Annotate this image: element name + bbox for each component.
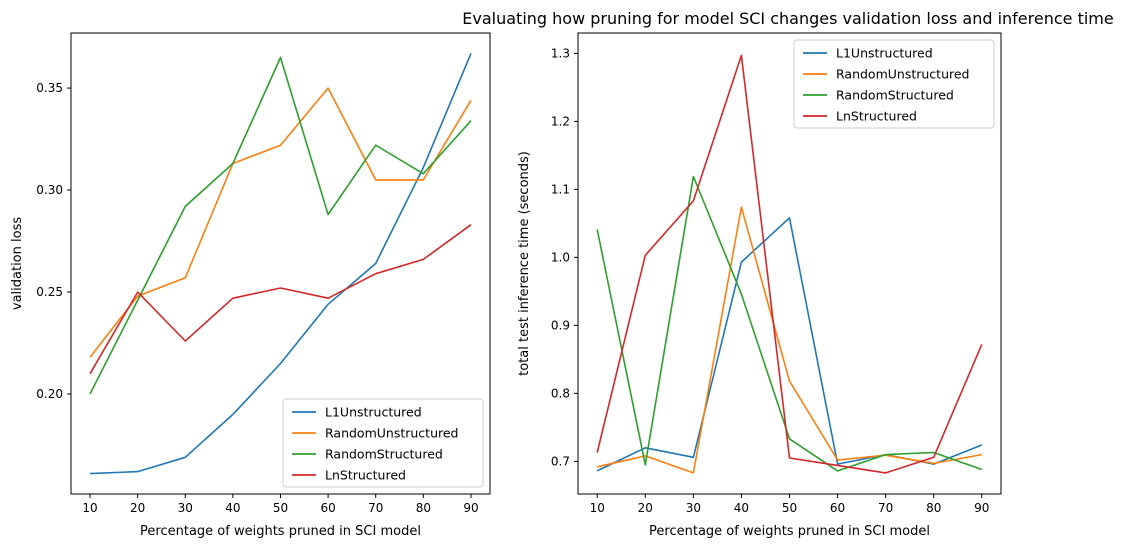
- legend-box: [793, 39, 995, 129]
- x-tick-label: 10: [590, 501, 605, 515]
- legend: L1Unstructured RandomUnstructured RandomSt…: [282, 398, 484, 488]
- series-line-L1Unstructured: [89, 53, 472, 475]
- series-line-RandomUnstructured: [597, 206, 982, 474]
- x-axis-label: Percentage of weights pruned in SCI mode…: [649, 524, 930, 539]
- x-tick-label: 90: [463, 501, 478, 515]
- legend-entry: L1Unstructured: [836, 46, 933, 61]
- series-line-LnStructured: [89, 224, 472, 375]
- x-tick-label: 30: [178, 501, 193, 515]
- y-tick-label: 0.35: [36, 81, 63, 95]
- y-axis-label: total test inference time (seconds): [517, 151, 532, 376]
- inference-time-chart: 10 20 30 40 50 60 70 80 90 0.7 0.8 0.9 1.0 1.1 1.2 1.3 P…: [517, 32, 1002, 539]
- x-tick-label: 50: [782, 501, 797, 515]
- y-tick-label: 1.1: [551, 182, 570, 196]
- figure-title: Evaluating how pruning for model SCI cha…: [462, 9, 1113, 28]
- series-line-RandomStructured: [89, 56, 472, 395]
- series-line-LnStructured: [596, 54, 983, 474]
- x-axis-label: Percentage of weights pruned in SCI mode…: [140, 524, 421, 539]
- legend-entry: LnStructured: [836, 109, 917, 124]
- series-line-L1Unstructured: [596, 217, 983, 472]
- y-tick-label: 0.7: [551, 454, 570, 468]
- x-tick-label: 30: [686, 501, 701, 515]
- x-tick-label: 20: [638, 501, 653, 515]
- series-line-RandomStructured: [596, 175, 983, 472]
- legend-entry: LnStructured: [325, 468, 406, 483]
- legend-box: [282, 398, 484, 488]
- plot-frame: [70, 32, 491, 495]
- plot-frame: [577, 32, 1002, 495]
- x-tick-label: 50: [273, 501, 288, 515]
- x-tick-label: 90: [974, 501, 989, 515]
- y-tick-label: 1.0: [551, 250, 570, 264]
- legend-entry: RandomUnstructured: [325, 426, 458, 441]
- legend-entry: RandomStructured: [325, 447, 443, 462]
- validation-loss-chart: 10 20 30 40 50 60 70 80 90 0.20 0.25 0.30 0.35 Percen…: [10, 32, 491, 539]
- y-tick-label: 0.30: [36, 183, 63, 197]
- legend-entry: RandomStructured: [836, 88, 954, 103]
- x-tick-label: 40: [225, 501, 240, 515]
- x-tick-label: 40: [734, 501, 749, 515]
- y-tick-label: 0.9: [551, 318, 570, 332]
- x-tick-label: 70: [368, 501, 383, 515]
- y-tick-label: 0.25: [36, 285, 63, 299]
- y-tick-label: 1.3: [551, 46, 570, 60]
- x-tick-label: 20: [130, 501, 145, 515]
- x-tick-label: 60: [830, 501, 845, 515]
- legend: L1Unstructured RandomUnstructured RandomSt…: [793, 39, 995, 129]
- x-tick-label: 60: [320, 501, 335, 515]
- legend-entry: L1Unstructured: [325, 405, 422, 420]
- y-tick-label: 0.8: [551, 386, 570, 400]
- legend-entry: RandomUnstructured: [836, 67, 969, 82]
- x-tick-label: 70: [878, 501, 893, 515]
- y-tick-label: 1.2: [551, 114, 570, 128]
- y-axis-label: validation loss: [10, 217, 25, 310]
- x-tick-label: 80: [926, 501, 941, 515]
- x-tick-label: 10: [82, 501, 97, 515]
- series-line-RandomUnstructured: [89, 87, 472, 358]
- y-tick-label: 0.20: [36, 387, 63, 401]
- x-tick-label: 80: [416, 501, 431, 515]
